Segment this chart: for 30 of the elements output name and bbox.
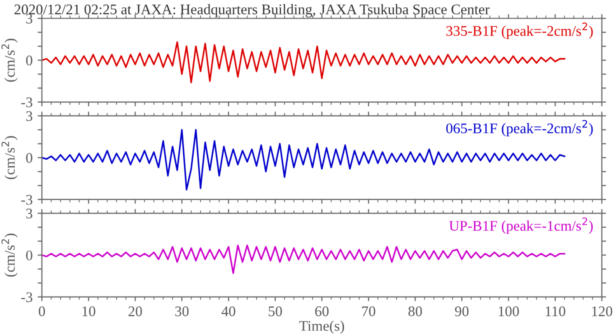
x-tick-label: 0 [38, 306, 45, 316]
series-label: UP-B1F (peak=-1cm/s$^{2}$) [449, 217, 593, 234]
x-tick-label: 80 [408, 306, 422, 316]
y-axis-title: (cm/s$^{2}$) [1, 234, 18, 277]
line-series [42, 244, 566, 274]
y-tick-label: 0 [26, 250, 32, 260]
y-axis-title: (cm/s$^{2}$) [1, 38, 18, 82]
series-label: 065-B1F (peak=-2cm/s$^{2}$) [446, 120, 593, 136]
y-axis-title: (cm/s$^{2}$) [1, 136, 18, 180]
line-series [42, 41, 566, 84]
x-tick-label: 60 [315, 306, 329, 316]
y-tick-label: -3 [21, 292, 32, 302]
series-label: 335-B1F (peak=-2cm/s$^{2}$) [446, 22, 593, 39]
x-tick-label: 90 [455, 306, 469, 316]
x-tick-label: 100 [498, 306, 519, 316]
x-tick-label: 50 [268, 306, 282, 316]
y-tick-label: -3 [21, 194, 32, 205]
x-tick-label: 110 [546, 306, 566, 316]
y-tick-label: 3 [26, 208, 32, 218]
x-tick-label: 40 [222, 306, 236, 316]
y-tick-label: 0 [26, 153, 32, 163]
x-tick-label: 70 [362, 306, 376, 316]
x-tick-label: 30 [175, 306, 189, 316]
x-tick-label: 120 [592, 306, 612, 316]
y-tick-label: -3 [21, 97, 32, 108]
x-tick-label: 20 [128, 306, 142, 316]
x-tick-label: 10 [82, 306, 96, 316]
y-tick-label: 3 [26, 111, 32, 122]
y-tick-label: 0 [26, 56, 32, 66]
x-axis-title: Time(s) [299, 320, 344, 334]
